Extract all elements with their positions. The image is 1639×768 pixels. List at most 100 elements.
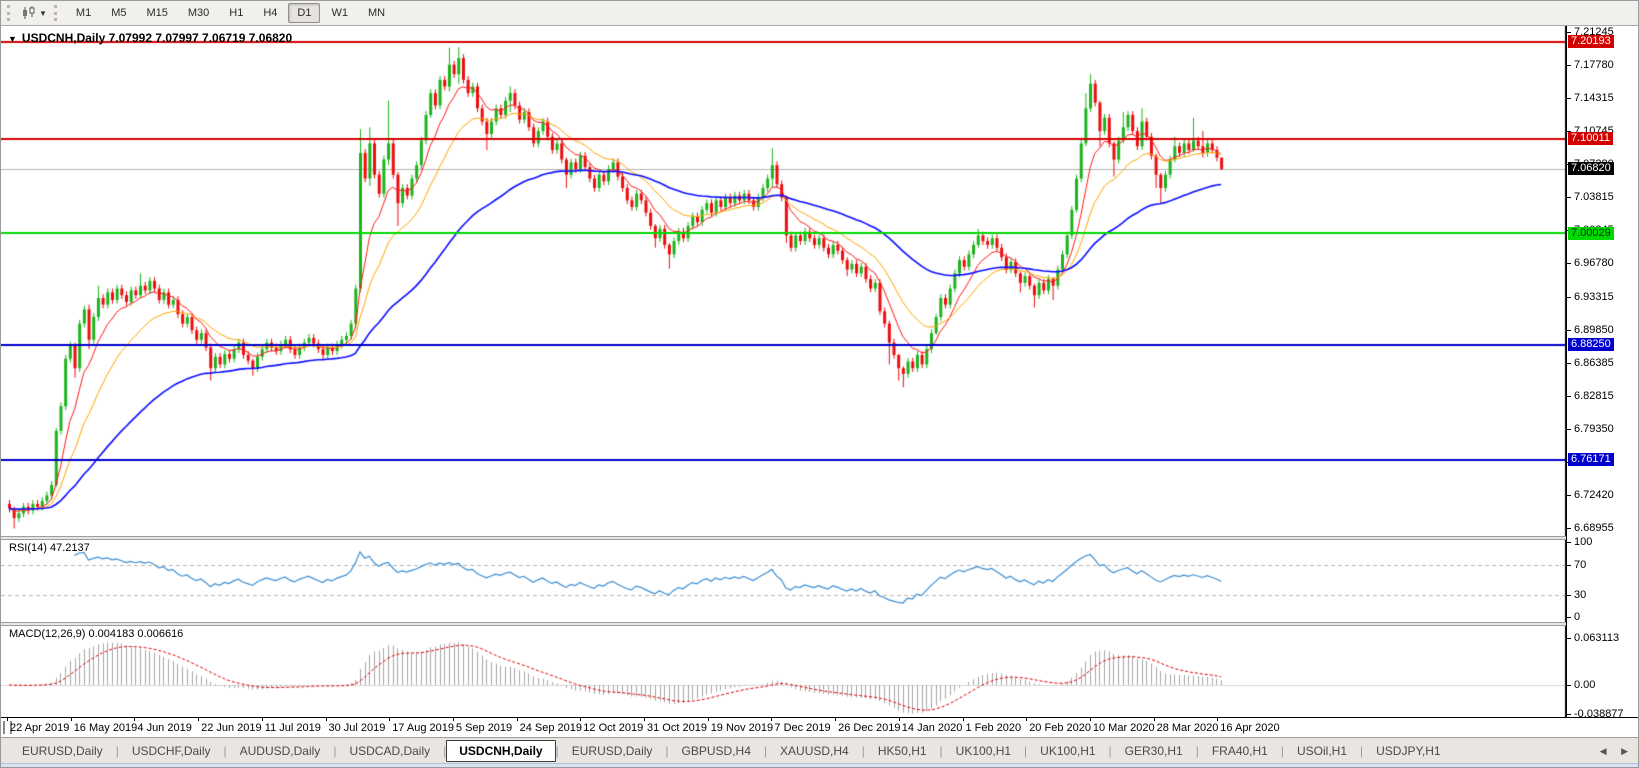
date-tick-label: 12 Oct 2019 — [583, 722, 644, 734]
date-tick-label: 16 May 2019 — [73, 722, 138, 734]
macd-tick-label: 0.063113 — [1574, 632, 1620, 645]
date-tick-mark — [261, 718, 263, 721]
status-bar — [1, 763, 1638, 767]
timeframe-button-w1[interactable]: W1 — [331, 7, 348, 19]
date-tick-mark — [389, 718, 391, 721]
timeframe-button-m30[interactable]: M30 — [187, 7, 210, 19]
tab-separator: | — [861, 743, 865, 758]
price-chart-canvas[interactable] — [1, 26, 1566, 536]
chart-menu-icon[interactable]: ▼ — [8, 34, 17, 44]
date-tick-label: 22 Apr 2019 — [10, 722, 70, 734]
rsi-indicator-name: RSI(14) — [9, 542, 47, 554]
toolbar-grip[interactable] — [53, 5, 60, 21]
timeframe-button-h1[interactable]: H1 — [229, 7, 244, 19]
chart-tab-gbpusd-h4[interactable]: GBPUSD,H4 — [681, 743, 751, 758]
date-tick-mark — [1217, 718, 1219, 721]
macd-tick-mark — [1567, 713, 1571, 715]
tab-separator: | — [1108, 743, 1112, 758]
chart-tab-xauusd-h4[interactable]: XAUUSD,H4 — [780, 743, 849, 758]
price-tick-label: 6.68955 — [1574, 522, 1614, 535]
rsi-tick-mark — [1567, 617, 1571, 618]
chart-tab-audusd-daily[interactable]: AUDUSD,Daily — [239, 743, 321, 758]
date-tick-mark — [198, 718, 200, 721]
pane-splitter[interactable] — [1, 536, 1566, 540]
tab-scroll-right-button[interactable]: ▶ — [1612, 746, 1634, 756]
candlestick-glyph — [23, 6, 35, 19]
tab-separator: | — [223, 743, 227, 758]
date-tick-mark — [835, 718, 837, 721]
price-tick-label: 6.89850 — [1574, 323, 1614, 336]
tab-scroll-left-button[interactable]: ◀ — [1599, 746, 1613, 756]
toolbar-grip[interactable] — [7, 5, 13, 21]
macd-current-values: 0.004183 0.006616 — [88, 628, 184, 640]
rsi-tick-label: 100 — [1574, 536, 1593, 548]
date-tick-mark — [1026, 718, 1028, 721]
price-level-badge: 6.76171 — [1568, 453, 1614, 467]
date-tick-label: 17 Aug 2019 — [392, 722, 454, 734]
timeframe-button-m5[interactable]: M5 — [111, 7, 127, 19]
date-tick-mark — [134, 718, 136, 721]
chart-tab-usdjpy-h1[interactable]: USDJPY,H1 — [1376, 743, 1441, 758]
timeframe-button-m1[interactable]: M1 — [75, 7, 92, 19]
chart-tab-eurusd-daily[interactable]: EURUSD,Daily — [22, 743, 103, 758]
tab-separator: | — [1195, 743, 1199, 758]
date-tick-label: 31 Oct 2019 — [647, 722, 707, 734]
chart-tab-fra40-h1[interactable]: FRA40,H1 — [1211, 743, 1268, 758]
candlestick-chart-icon[interactable] — [20, 5, 38, 21]
chart-tab-uk100-h1[interactable]: UK100,H1 — [1040, 743, 1096, 758]
timeframe-button-h4[interactable]: H4 — [263, 7, 278, 19]
date-axis-grip[interactable] — [3, 721, 12, 734]
rsi-tick-label: 0 — [1574, 611, 1581, 623]
price-tick-mark — [1567, 65, 1571, 67]
chart-tab-usdcnh-daily[interactable]: USDCNH,Daily — [446, 739, 556, 762]
date-tick-mark — [898, 718, 900, 721]
chart-tab-usdchf-daily[interactable]: USDCHF,Daily — [131, 743, 211, 758]
date-tick-mark — [452, 718, 454, 721]
rsi-tick-mark — [1567, 594, 1571, 596]
date-tick-mark — [70, 718, 72, 721]
date-tick-label: 7 Dec 2019 — [774, 722, 831, 734]
date-tick-label: 26 Dec 2019 — [838, 722, 901, 734]
date-tick-mark — [580, 718, 582, 721]
price-level-badge: 7.10011 — [1568, 132, 1613, 146]
chart-tab-usdcad-daily[interactable]: USDCAD,Daily — [349, 743, 431, 758]
price-level-badge: 7.20193 — [1568, 35, 1614, 49]
price-tick-label: 6.96780 — [1574, 257, 1614, 270]
chart-tab-hk50-h1[interactable]: HK50,H1 — [877, 743, 927, 758]
chart-tab-eurusd-daily[interactable]: EURUSD,Daily — [571, 743, 653, 758]
macd-tick-mark — [1567, 638, 1571, 640]
date-tick-mark — [644, 718, 645, 721]
tab-separator: | — [115, 743, 119, 758]
date-tick-mark — [707, 718, 709, 721]
toolbar: ▼ M1 M5 M15 M30 H1 H4 D1 W1 MN — [1, 1, 1638, 26]
price-tick-mark — [1567, 98, 1571, 100]
macd-pane-canvas[interactable] — [1, 626, 1566, 717]
price-tick-mark — [1567, 329, 1571, 331]
date-tick-label: 28 Mar 2020 — [1156, 722, 1219, 734]
timeframe-button-d1[interactable]: D1 — [288, 3, 321, 23]
timeframe-button-mn[interactable]: MN — [367, 7, 386, 19]
date-tick-mark — [1089, 718, 1091, 721]
rsi-current-value: 47.2137 — [49, 542, 90, 554]
timeframe-button-m15[interactable]: M15 — [146, 7, 168, 19]
chart-tab-usoil-h1[interactable]: USOil,H1 — [1296, 743, 1347, 758]
chart-tab-ger30-h1[interactable]: GER30,H1 — [1124, 743, 1183, 758]
price-tick-mark — [1567, 131, 1571, 133]
price-tick-label: 7.17780 — [1574, 59, 1614, 72]
tab-separator: | — [1024, 743, 1028, 758]
timeframe-button-group: M1 M5 M15 M30 H1 H4 D1 W1 MN — [66, 3, 395, 23]
chevron-down-icon[interactable]: ▼ — [39, 8, 47, 18]
pane-splitter[interactable] — [1, 622, 1566, 626]
tab-separator: | — [333, 743, 337, 758]
date-axis[interactable]: 22 Apr 2019 16 May 2019 4 Jun 2019 22 Jun 2… — [1, 717, 1638, 737]
date-tick-mark — [7, 718, 8, 721]
tab-separator: | — [1280, 743, 1284, 758]
rsi-pane-canvas[interactable] — [1, 540, 1566, 622]
price-tick-label: 6.86385 — [1574, 356, 1614, 369]
chart-tab-uk100-h1[interactable]: UK100,H1 — [955, 743, 1012, 758]
price-tick-label: 6.93315 — [1574, 290, 1614, 303]
tab-scroll-arrows: ◀ ▶ — [1600, 746, 1634, 757]
price-tick-mark — [1567, 362, 1571, 364]
tab-separator: | — [1360, 743, 1364, 758]
date-tick-label: 20 Feb 2020 — [1029, 722, 1091, 734]
